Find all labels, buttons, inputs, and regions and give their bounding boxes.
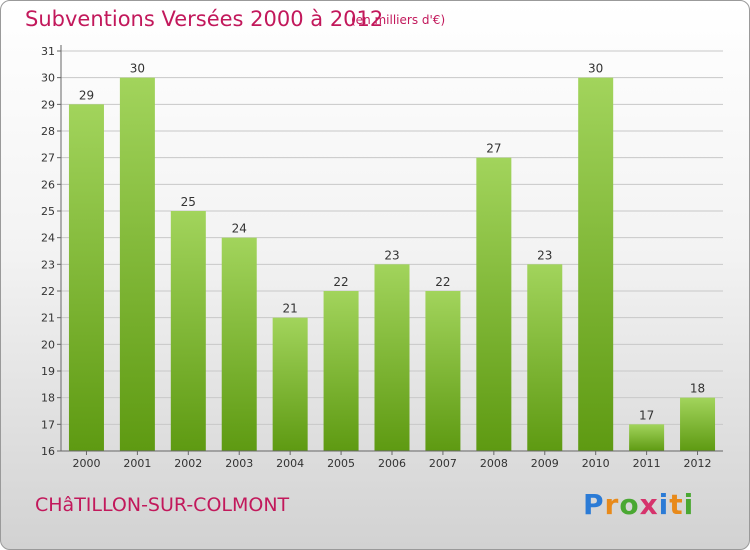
y-tick-label: 22 [41,285,55,298]
y-tick-label: 23 [41,258,55,271]
bar-value-label: 23 [384,248,399,262]
x-tick-label: 2000 [72,457,100,470]
bar-value-label: 24 [232,222,247,236]
x-tick-label: 2006 [378,457,406,470]
bar-2003 [221,237,257,451]
bar-value-label: 23 [537,248,552,262]
axes [57,45,723,455]
bar-2002 [170,211,206,451]
y-tick-label: 19 [41,365,55,378]
bar-2004 [272,317,308,451]
logo-letter: i [683,488,695,521]
x-tick-label: 2007 [429,457,457,470]
bar-value-label: 22 [435,275,450,289]
y-tick-label: 18 [41,392,55,405]
bars [68,77,716,452]
x-tick-label: 2010 [582,457,610,470]
bar-2008 [476,157,512,451]
bar-value-label: 30 [130,62,145,76]
x-tick-label: 2012 [684,457,712,470]
bar-2011 [629,424,665,451]
y-tick-label: 27 [41,152,55,165]
bar-2000 [68,104,104,451]
x-tick-label: 2005 [327,457,355,470]
y-tick-label: 26 [41,178,55,191]
bar-value-label: 30 [588,62,603,76]
bar-2012 [680,397,716,451]
x-tick-label: 2004 [276,457,304,470]
chart-subtitle: (en milliers d'€) [351,13,446,27]
y-tick-label: 17 [41,418,55,431]
bar-2001 [119,77,155,452]
bar-2007 [425,291,461,451]
y-tick-label: 31 [41,45,55,58]
y-tick-label: 28 [41,125,55,138]
x-tick-label: 2009 [531,457,559,470]
bar-2005 [323,291,359,451]
bar-value-label: 22 [333,275,348,289]
bar-value-label: 21 [283,302,298,316]
y-tick-label: 25 [41,205,55,218]
y-tick-label: 24 [41,232,55,245]
bar-2010 [578,77,614,452]
logo-letter: i [658,488,670,521]
y-tick-label: 29 [41,98,55,111]
bar-2006 [374,264,410,451]
y-tick-label: 21 [41,312,55,325]
x-tick-label: 2001 [123,457,151,470]
labels: 16 17 18 19 20 21 22 23 24 25 26 27 28 29 30 31 29 2000 30… [41,45,712,470]
chart-title: Subventions Versées 2000 à 2012 [25,7,384,31]
bar-value-label: 25 [181,195,196,209]
bar-value-label: 29 [79,88,94,102]
logo-letter: t [669,488,684,521]
logo-letter: o [619,488,640,521]
commune-name: CHâTILLON-SUR-COLMONT [35,494,290,516]
logo-letter: r [604,488,620,521]
bar-value-label: 17 [639,408,654,422]
y-tick-label: 16 [41,445,55,458]
bar-value-label: 18 [690,382,705,396]
y-tick-label: 30 [41,72,55,85]
y-tick-label: 20 [41,338,55,351]
logo-letter: x [639,488,659,521]
x-tick-label: 2002 [174,457,202,470]
x-tick-label: 2003 [225,457,253,470]
bar-value-label: 27 [486,142,501,156]
logo-letter: P [583,488,605,521]
proxiti-logo: Proxiti [583,488,694,521]
bar-2009 [527,264,563,451]
x-tick-label: 2011 [633,457,661,470]
x-tick-label: 2008 [480,457,508,470]
